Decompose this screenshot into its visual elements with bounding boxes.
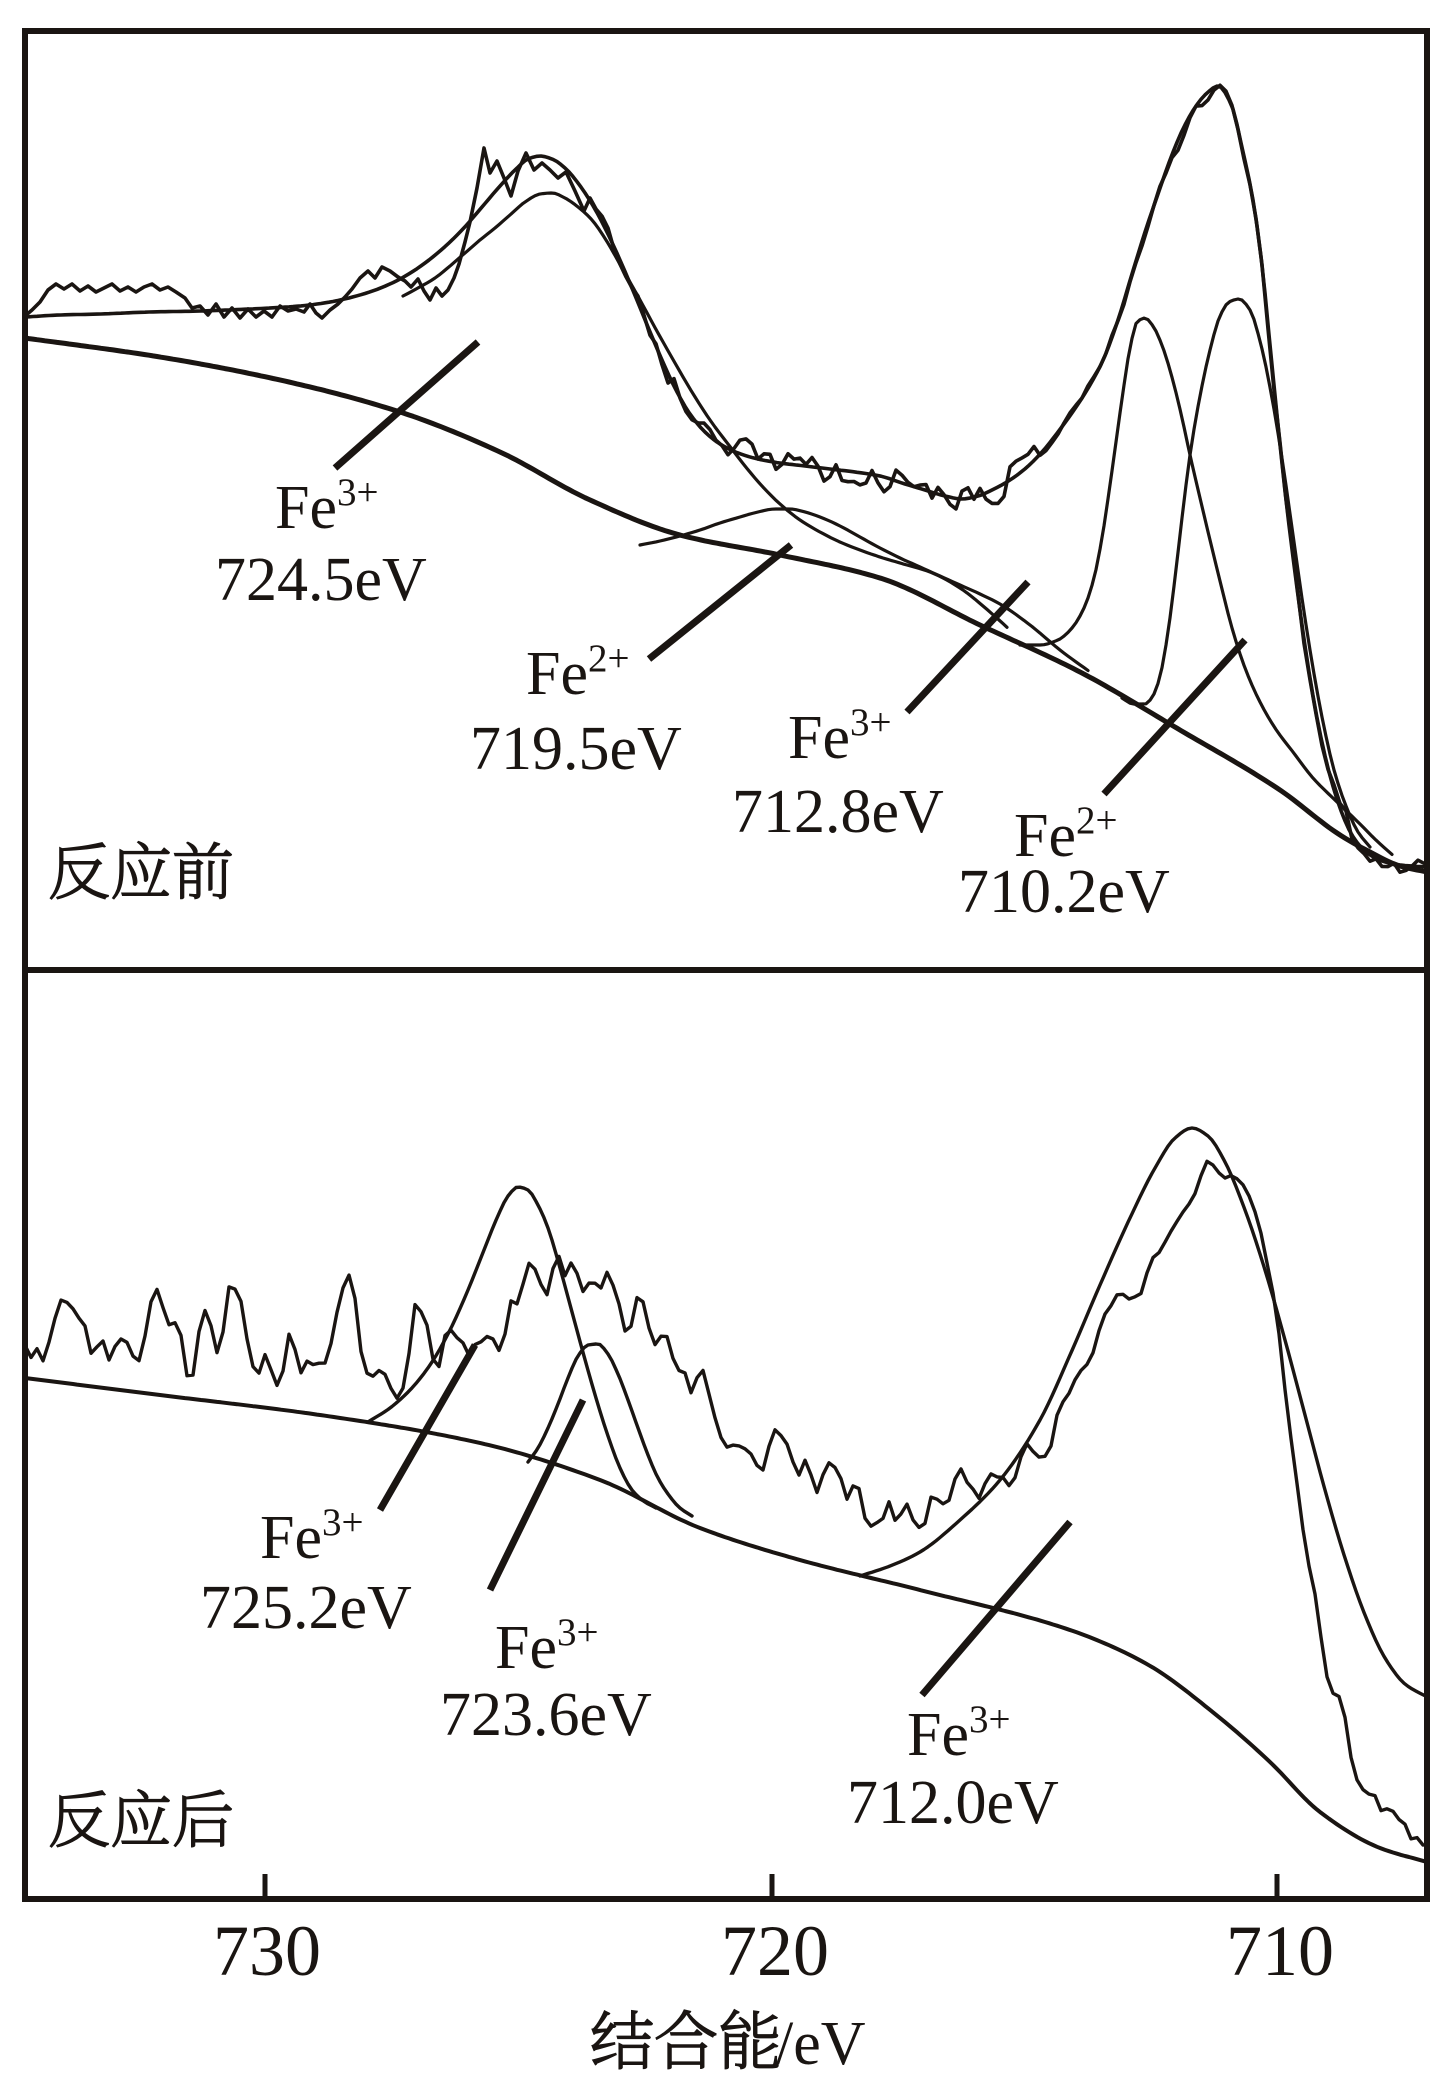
svg-text:Fe2+: Fe2+ [526, 637, 630, 708]
svg-text:719.5eV: 719.5eV [470, 715, 682, 783]
svg-text:/eV: /eV [776, 2010, 866, 2078]
svg-text:Fe3+: Fe3+ [495, 1611, 599, 1682]
svg-text:720: 720 [721, 1911, 829, 1991]
svg-text:712.8eV: 712.8eV [732, 778, 944, 846]
svg-text:710.2eV: 710.2eV [958, 858, 1170, 926]
svg-text:724.5eV: 724.5eV [215, 546, 427, 614]
svg-text:730: 730 [213, 1911, 321, 1991]
svg-text:723.6eV: 723.6eV [440, 1681, 652, 1749]
svg-text:725.2eV: 725.2eV [200, 1574, 412, 1642]
svg-text:710: 710 [1226, 1911, 1334, 1991]
svg-text:712.0eV: 712.0eV [847, 1769, 1059, 1837]
